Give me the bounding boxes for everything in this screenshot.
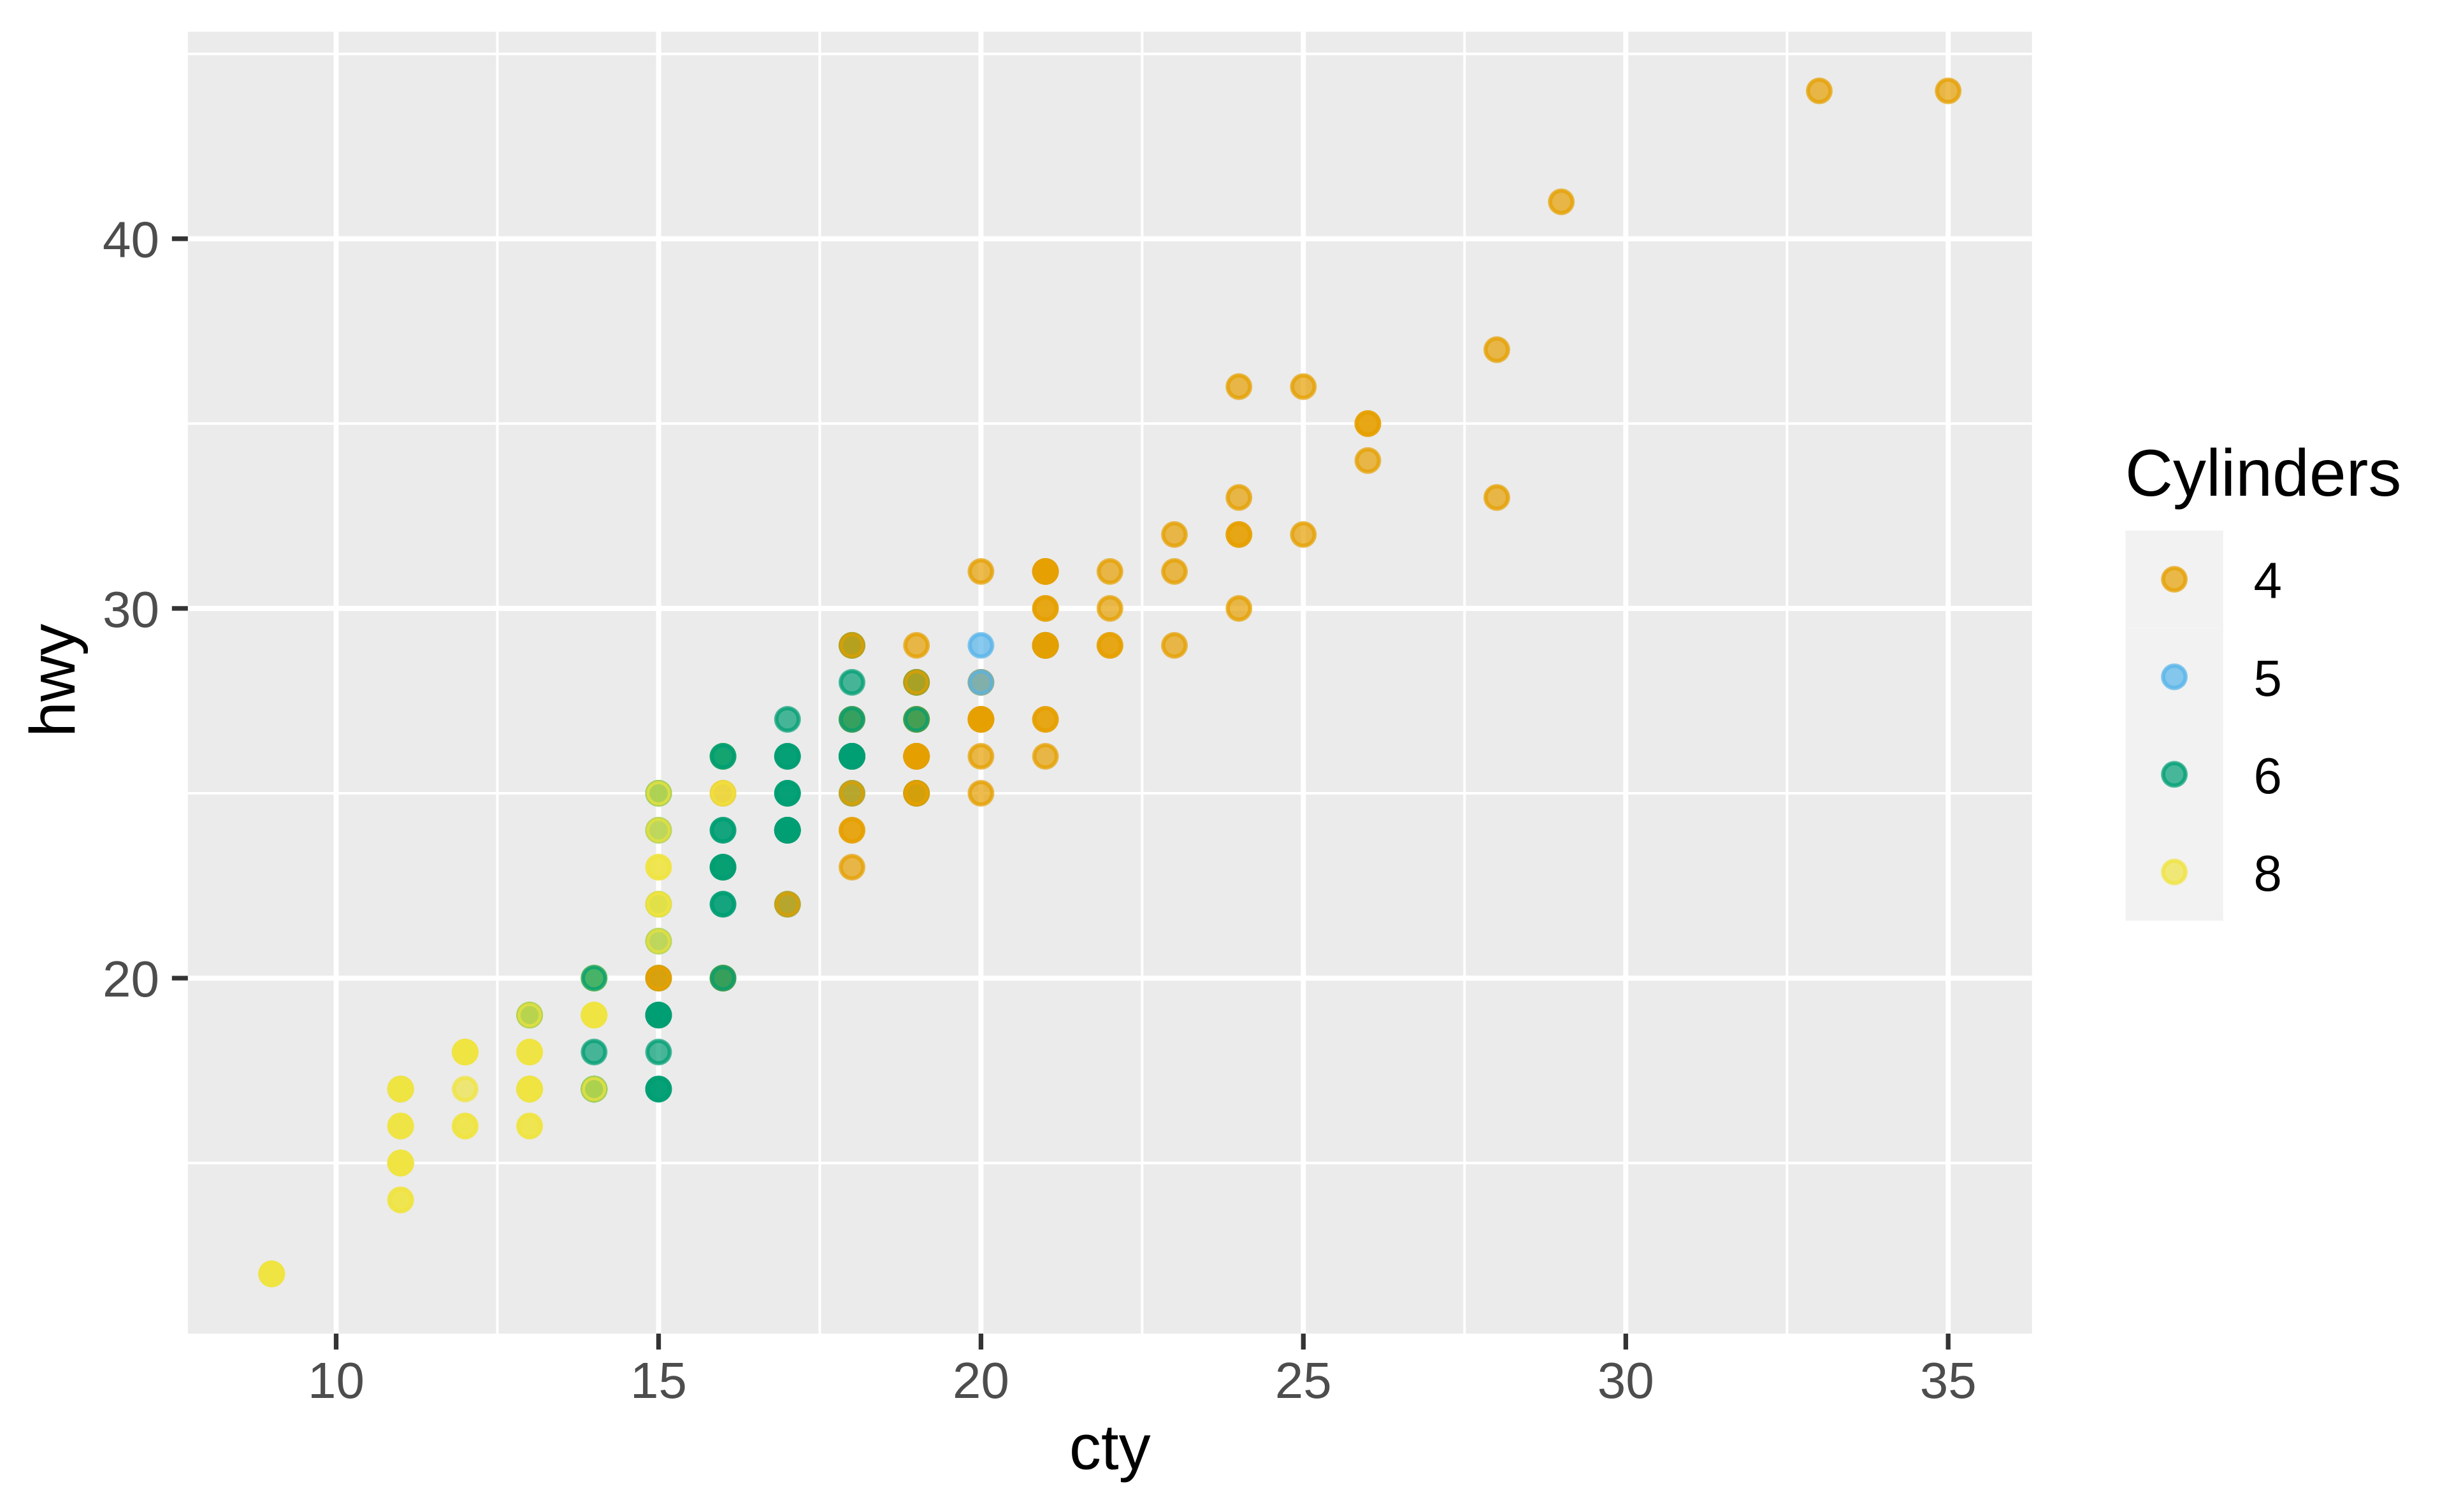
svg-text:cty: cty: [1069, 1411, 1151, 1483]
svg-text:20: 20: [103, 951, 159, 1007]
svg-text:Cylinders: Cylinders: [2125, 436, 2401, 510]
svg-text:6: 6: [2254, 747, 2283, 804]
svg-text:30: 30: [1598, 1352, 1654, 1409]
svg-text:40: 40: [103, 212, 159, 268]
svg-text:15: 15: [630, 1352, 687, 1409]
svg-text:30: 30: [103, 581, 159, 638]
svg-text:10: 10: [308, 1352, 365, 1409]
svg-text:8: 8: [2254, 845, 2283, 902]
svg-text:20: 20: [953, 1352, 1009, 1409]
svg-text:25: 25: [1275, 1352, 1332, 1409]
svg-text:35: 35: [1920, 1352, 1977, 1409]
svg-text:4: 4: [2254, 552, 2283, 609]
svg-text:5: 5: [2254, 650, 2283, 707]
svg-text:hwy: hwy: [17, 624, 89, 737]
